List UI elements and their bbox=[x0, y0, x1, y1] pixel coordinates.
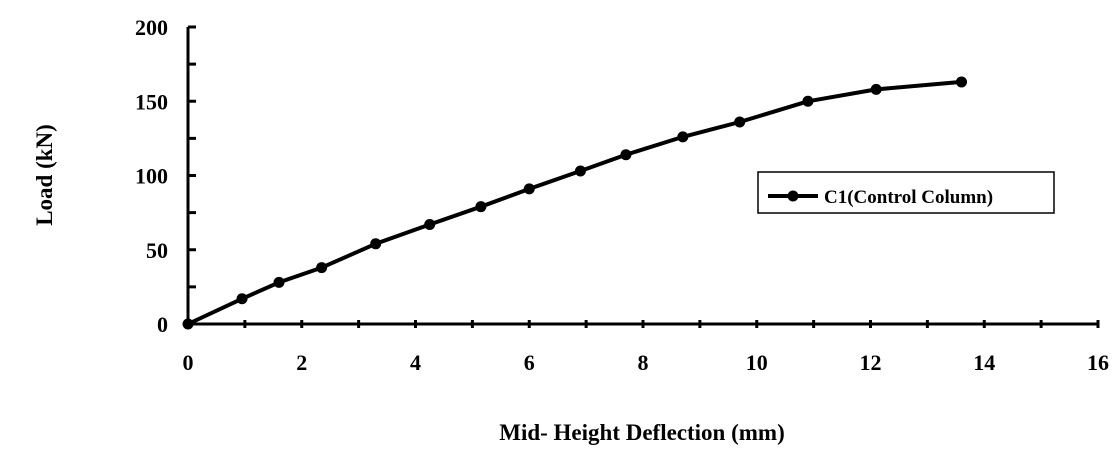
x-tick-label: 12 bbox=[860, 350, 882, 375]
y-tick-label: 150 bbox=[135, 89, 168, 114]
legend: C1(Control Column) bbox=[757, 171, 1055, 214]
data-point bbox=[236, 293, 248, 305]
x-tick-label: 2 bbox=[296, 350, 307, 375]
data-point bbox=[370, 238, 382, 250]
data-point bbox=[523, 183, 535, 195]
x-tick-label: 0 bbox=[183, 350, 194, 375]
y-axis-title: Load (kN) bbox=[32, 124, 57, 226]
x-tick-label: 16 bbox=[1087, 350, 1109, 375]
y-tick-label: 100 bbox=[135, 164, 168, 189]
data-point bbox=[734, 116, 746, 128]
data-point bbox=[802, 95, 814, 107]
x-axis-title: Mid- Height Deflection (mm) bbox=[499, 420, 785, 445]
x-tick-label: 6 bbox=[524, 350, 535, 375]
x-tick-label: 10 bbox=[746, 350, 768, 375]
x-axis: 0 2 4 6 8 10 12 14 16 bbox=[183, 320, 1109, 375]
x-tick-label: 8 bbox=[638, 350, 649, 375]
series-group bbox=[182, 76, 967, 330]
y-tick-label: 50 bbox=[146, 238, 168, 263]
y-tick-label: 200 bbox=[135, 15, 168, 40]
data-point bbox=[475, 201, 487, 213]
data-point bbox=[273, 276, 285, 288]
data-point bbox=[620, 149, 632, 161]
y-tick-label: 0 bbox=[157, 312, 168, 337]
data-point bbox=[574, 165, 586, 177]
legend-box bbox=[757, 171, 1055, 214]
data-point bbox=[677, 131, 689, 143]
legend-marker-sample bbox=[787, 190, 799, 202]
x-tick-label: 4 bbox=[410, 350, 421, 375]
data-point bbox=[316, 262, 328, 274]
y-axis: 0 50 100 150 200 bbox=[135, 15, 196, 337]
data-point bbox=[182, 318, 194, 330]
data-point bbox=[956, 76, 967, 88]
data-point bbox=[424, 219, 436, 231]
data-point bbox=[870, 83, 882, 95]
legend-label: C1(Control Column) bbox=[824, 187, 993, 208]
x-tick-label: 14 bbox=[973, 350, 995, 375]
